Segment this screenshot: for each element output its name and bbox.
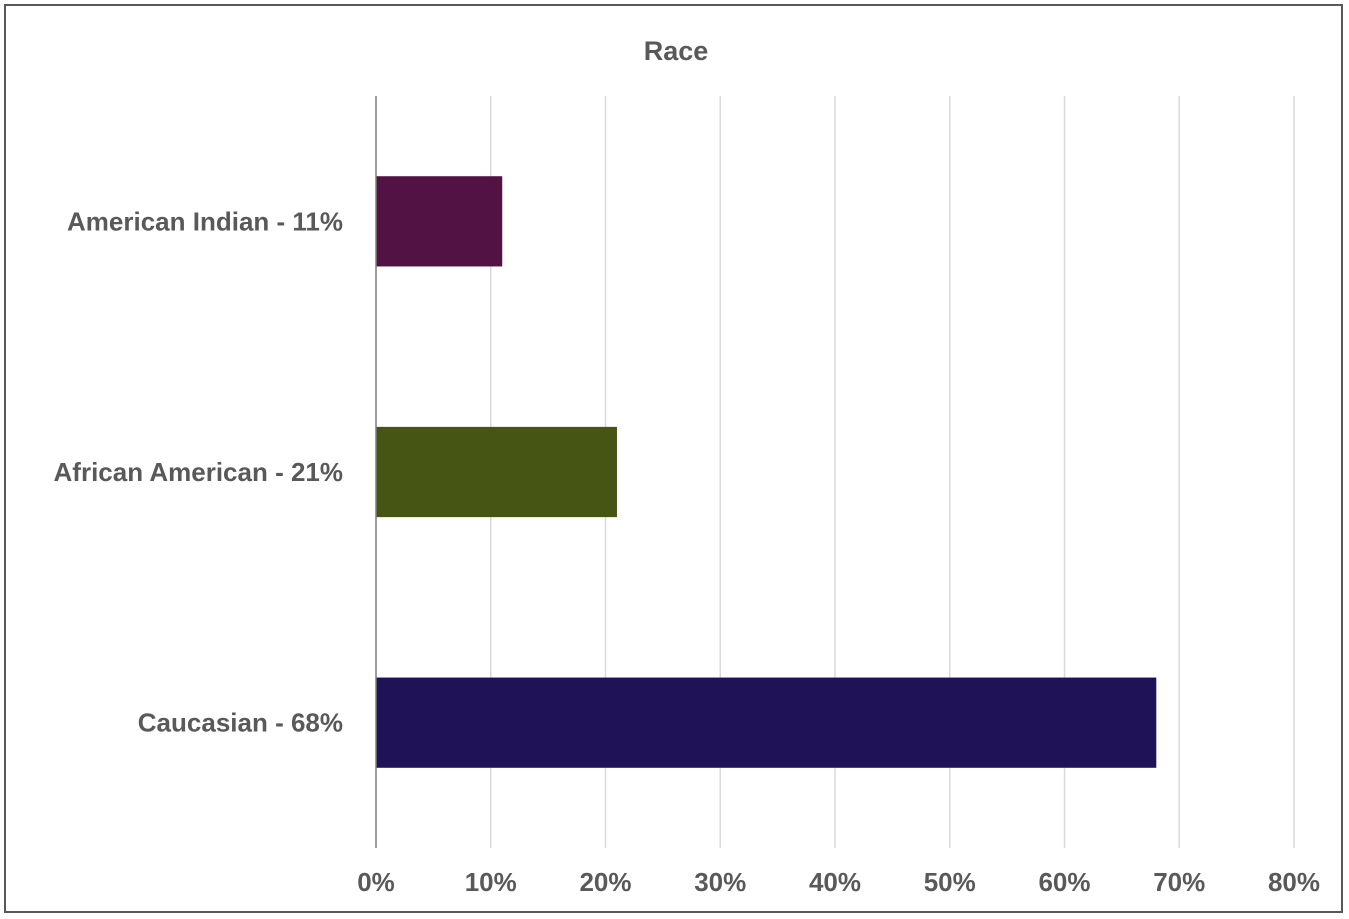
category-label: African American - 21%: [54, 457, 343, 487]
x-tick-label: 0%: [357, 867, 395, 897]
bars: [376, 176, 1157, 768]
x-tick-label: 20%: [579, 867, 631, 897]
bar: [376, 677, 1157, 768]
x-tick-labels: 0% 10% 20% 30% 40% 50% 60% 70% 80%: [357, 867, 1320, 897]
chart-title: Race: [644, 36, 709, 66]
x-tick-label: 40%: [809, 867, 861, 897]
x-tick-label: 30%: [694, 867, 746, 897]
x-tick-label: 50%: [924, 867, 976, 897]
category-label: American Indian - 11%: [67, 206, 343, 236]
x-tick-label: 10%: [465, 867, 517, 897]
category-labels: American Indian - 11% African American - …: [54, 206, 343, 737]
x-tick-label: 70%: [1153, 867, 1205, 897]
category-label: Caucasian - 68%: [138, 708, 343, 738]
x-tick-label: 60%: [1038, 867, 1090, 897]
bar: [376, 176, 503, 267]
bar: [376, 426, 617, 518]
x-tick-label: 80%: [1268, 867, 1320, 897]
